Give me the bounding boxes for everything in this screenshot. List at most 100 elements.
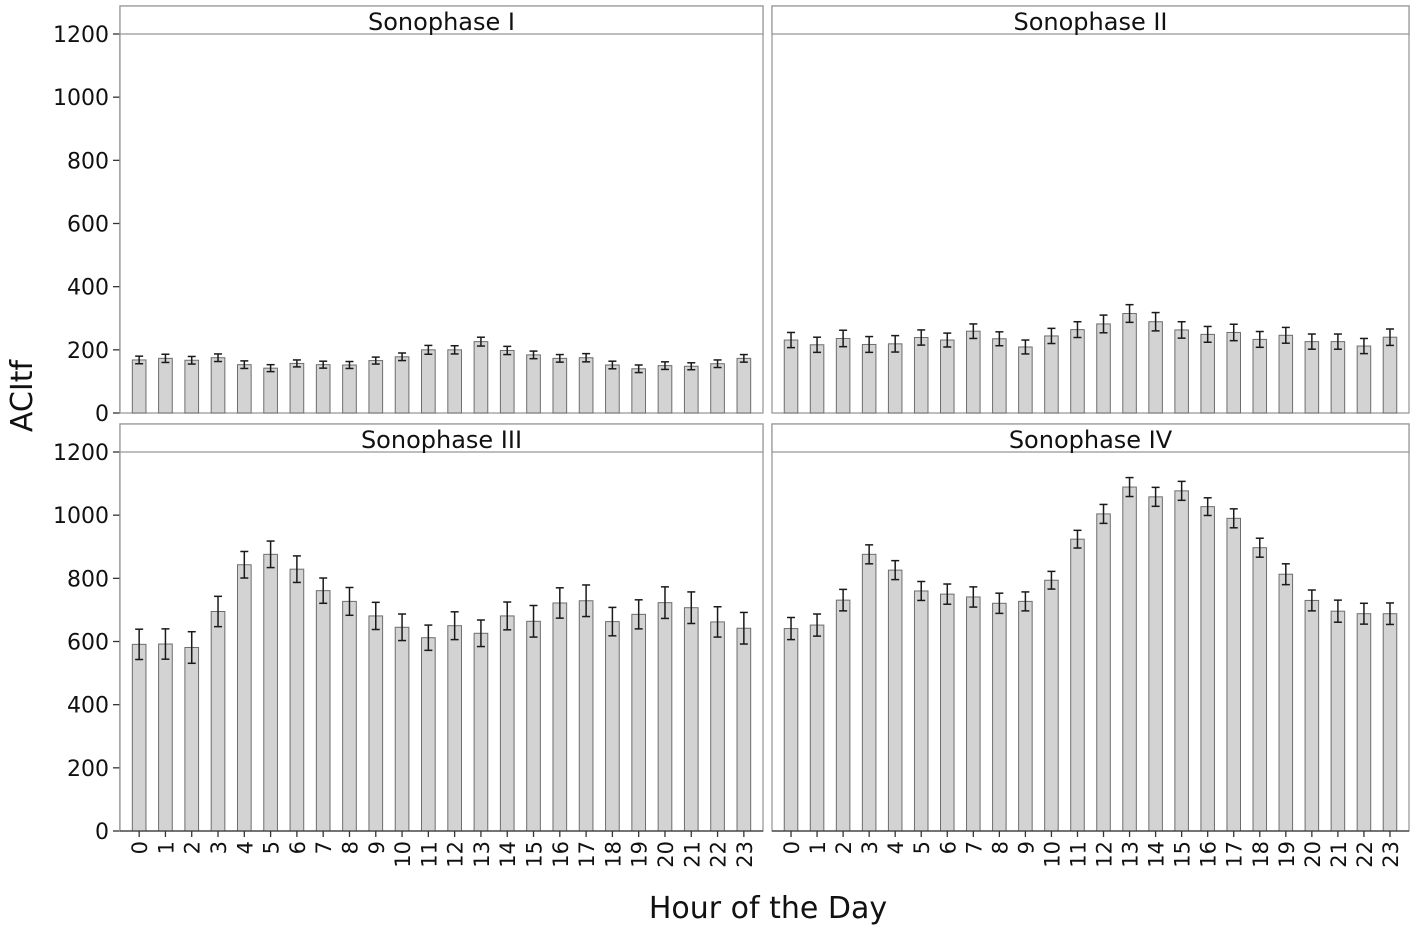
x-tick-label: 15 xyxy=(523,841,547,868)
bar xyxy=(1148,496,1163,832)
bar xyxy=(368,615,384,832)
bar xyxy=(1356,613,1372,832)
bar xyxy=(210,357,226,414)
x-tick-label: 18 xyxy=(601,841,625,868)
x-tick-label: 6 xyxy=(936,841,960,854)
y-tick-label: 800 xyxy=(67,567,109,592)
bar xyxy=(1044,579,1059,832)
x-tick-label: 13 xyxy=(470,841,494,868)
x-tick-label: 3 xyxy=(207,841,231,854)
panel-2: Sonophase II xyxy=(771,5,1410,414)
bar xyxy=(913,337,929,414)
bar xyxy=(158,643,173,832)
bar xyxy=(499,349,515,414)
x-tick-label: 23 xyxy=(733,841,757,868)
bar xyxy=(1148,321,1163,414)
bar xyxy=(710,621,725,832)
bar xyxy=(861,553,877,832)
x-tick-label: 12 xyxy=(1093,841,1117,868)
bar xyxy=(158,357,173,414)
x-tick-label: 18 xyxy=(1249,841,1273,868)
bar xyxy=(368,360,384,414)
panel-frame xyxy=(771,423,1410,832)
y-tick-label: 600 xyxy=(67,631,109,656)
x-tick-label: 20 xyxy=(1301,841,1325,868)
bar xyxy=(473,341,489,414)
x-tick-label: 22 xyxy=(707,841,731,868)
x-tick-label: 20 xyxy=(654,841,678,868)
bar xyxy=(783,628,799,832)
x-tick-label: 4 xyxy=(884,841,908,854)
panel-strip xyxy=(119,423,764,453)
bar xyxy=(131,643,147,832)
y-tick-label: 0 xyxy=(95,820,109,845)
bar xyxy=(236,564,252,832)
bar xyxy=(1174,329,1189,414)
bar xyxy=(966,596,981,832)
bar xyxy=(1356,345,1372,414)
bar xyxy=(289,362,305,414)
panel-title: Sonophase II xyxy=(1013,8,1167,36)
bar xyxy=(315,590,331,832)
x-tick-label: 13 xyxy=(1119,841,1143,868)
x-tick-label: 9 xyxy=(365,841,389,854)
y-tick-label: 400 xyxy=(67,694,109,719)
y-tick-label: 400 xyxy=(67,276,109,301)
bar xyxy=(342,600,357,832)
x-tick-label: 5 xyxy=(260,841,284,854)
bar xyxy=(710,363,725,414)
x-tick-label: 7 xyxy=(312,841,336,854)
bar xyxy=(1226,517,1242,832)
bar xyxy=(683,365,699,414)
bar xyxy=(992,602,1007,832)
bar xyxy=(992,338,1007,414)
bar xyxy=(1200,333,1215,414)
bar xyxy=(631,368,647,414)
bar xyxy=(1070,538,1085,832)
bar xyxy=(210,610,226,832)
panel-title: Sonophase IV xyxy=(1009,426,1173,454)
y-tick-label: 0 xyxy=(95,402,109,427)
bar xyxy=(1122,486,1137,832)
x-tick-label: 1 xyxy=(806,841,830,854)
bar xyxy=(809,344,825,414)
panel-frame xyxy=(119,423,764,832)
x-tick-label: 17 xyxy=(575,841,599,868)
y-axis-title: ACItf xyxy=(5,359,40,433)
x-tick-label: 19 xyxy=(628,841,652,868)
panel-strip xyxy=(119,5,764,35)
bar xyxy=(1278,334,1294,414)
x-tick-label: 15 xyxy=(1171,841,1195,868)
x-tick-label: 17 xyxy=(1223,841,1247,868)
panel-title: Sonophase I xyxy=(368,8,515,36)
bar xyxy=(657,365,673,414)
bar xyxy=(1252,547,1268,832)
bar xyxy=(605,364,620,414)
bar xyxy=(1382,336,1398,414)
bar xyxy=(683,607,699,832)
x-tick-label: 4 xyxy=(233,841,257,854)
x-tick-label: 12 xyxy=(444,841,468,868)
y-tick-label: 200 xyxy=(67,339,109,364)
bar xyxy=(131,359,147,414)
bar xyxy=(1096,513,1111,832)
y-tick-label: 1200 xyxy=(53,441,109,466)
bar xyxy=(447,349,462,414)
bar xyxy=(499,615,515,832)
panel-frame xyxy=(119,5,764,414)
x-tick-label: 1 xyxy=(154,841,178,854)
panel-1: Sonophase I xyxy=(119,5,764,414)
x-tick-label: 8 xyxy=(988,841,1012,854)
y-tick-label: 800 xyxy=(67,149,109,174)
x-tick-label: 10 xyxy=(391,841,415,868)
x-tick-label: 3 xyxy=(858,841,882,854)
bar xyxy=(1070,329,1085,414)
panel-strip xyxy=(771,423,1410,453)
bar xyxy=(394,626,410,832)
x-tick-label: 0 xyxy=(780,841,804,854)
bar xyxy=(605,621,620,832)
bar xyxy=(1304,341,1320,414)
bar xyxy=(861,343,877,414)
bar xyxy=(1044,335,1059,414)
